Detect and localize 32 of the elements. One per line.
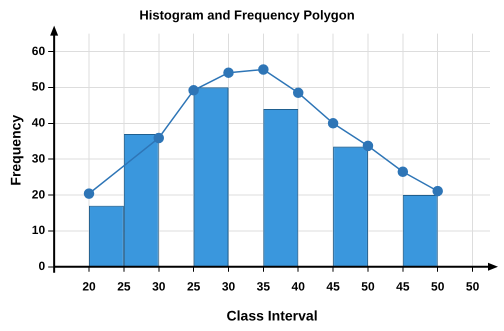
x-tick-label: 45	[326, 279, 340, 294]
x-tick-label: 30	[222, 279, 236, 294]
x-tick-label: 50	[361, 279, 375, 294]
x-tick-label: 45	[396, 279, 410, 294]
point	[223, 67, 234, 78]
y-tick-label: 0	[38, 259, 46, 274]
point	[292, 88, 304, 98]
point	[398, 166, 408, 177]
y-axis-title: Frequency	[7, 114, 24, 186]
x-tick-label: 40	[292, 279, 306, 294]
point	[188, 85, 199, 96]
y-tick-label: 30	[32, 151, 46, 166]
x-tick-label: 20	[82, 279, 96, 294]
chart-title: Histogram and Frequency Polygon	[139, 7, 355, 22]
x-tick-label: 25	[186, 279, 201, 294]
y-tick-label: 40	[32, 116, 46, 130]
point	[362, 140, 374, 152]
y-tick-label: 60	[32, 44, 46, 58]
point	[258, 64, 269, 75]
y-tick-label: 50	[32, 80, 46, 94]
y-tick-label: 10	[32, 223, 46, 238]
x-axis-title: Class Interval	[226, 307, 318, 324]
point	[432, 186, 443, 196]
point	[328, 118, 338, 129]
y-tick-label: 20	[32, 187, 46, 202]
x-tick-label: 25	[117, 279, 131, 294]
x-tick-label: 50	[466, 279, 480, 294]
x-tick-label: 50	[431, 279, 445, 294]
point	[154, 132, 164, 144]
point	[84, 188, 94, 199]
x-tick-label: 35	[256, 279, 270, 294]
x-tick-label: 30	[152, 279, 166, 294]
